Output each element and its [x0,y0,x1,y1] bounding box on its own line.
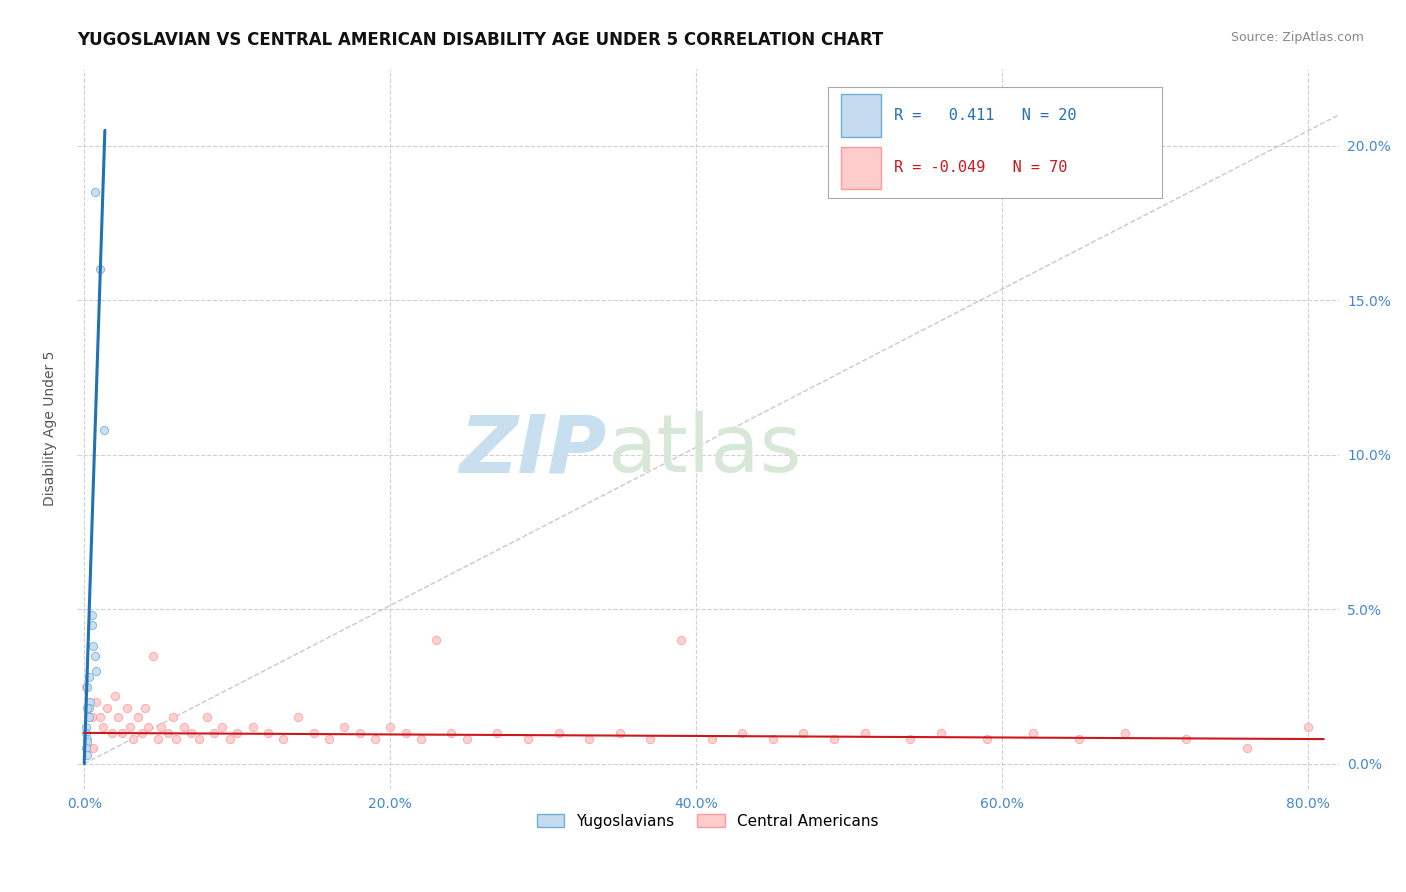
Point [195,710,218,724]
Point [111,726,134,740]
Point [547,726,569,740]
Legend: Yugoslavians, Central Americans: Yugoslavians, Central Americans [530,807,884,835]
Point [218,732,240,747]
Point [76,732,98,747]
Point [669,633,692,648]
Point [700,732,723,747]
Point [976,732,998,747]
Point [77,710,100,724]
Text: ZIP: ZIP [460,411,607,489]
Point [302,726,325,740]
Point [86,695,108,709]
Point [762,732,785,747]
Point [86,664,108,678]
Point [76,735,98,749]
Point [104,689,127,703]
Point [486,726,509,740]
Point [853,726,876,740]
Point [409,732,432,747]
Point [271,732,294,747]
Text: YUGOSLAVIAN VS CENTRAL AMERICAN DISABILITY AGE UNDER 5 CORRELATION CHART: YUGOSLAVIAN VS CENTRAL AMERICAN DISABILI… [77,31,883,49]
Point [188,732,211,747]
Point [162,710,184,724]
Point [440,726,463,740]
Point [349,726,371,740]
Point [578,732,600,747]
Point [318,732,340,747]
Point [640,732,662,747]
Point [364,732,387,747]
Point [75,726,97,740]
Point [823,732,845,747]
Point [122,732,145,747]
Point [77,670,100,684]
Point [256,726,278,740]
Y-axis label: Disability Age Under 5: Disability Age Under 5 [44,351,58,507]
Point [287,710,309,724]
Point [131,726,153,740]
Point [146,732,169,747]
Point [93,423,115,437]
Point [173,720,195,734]
Point [75,720,97,734]
Point [120,720,142,734]
Point [84,648,107,663]
Point [82,640,104,654]
Point [929,726,952,740]
Point [1067,732,1090,747]
Point [1022,726,1045,740]
Text: atlas: atlas [607,411,801,489]
Point [89,710,111,724]
Point [333,720,356,734]
Point [202,726,225,740]
Point [211,720,233,734]
Point [115,701,138,715]
Point [80,608,103,623]
Point [76,701,98,715]
Point [82,741,104,756]
Point [80,710,103,724]
Point [75,680,97,694]
Point [792,726,814,740]
Point [1236,741,1258,756]
Point [157,726,180,740]
Point [107,710,129,724]
Point [394,726,416,740]
Point [76,747,98,762]
Point [165,732,187,747]
Point [138,720,160,734]
Point [91,720,114,734]
Point [425,633,447,648]
Point [84,185,107,199]
Point [89,262,111,277]
Point [180,726,202,740]
Point [242,720,264,734]
Point [1114,726,1136,740]
Point [731,726,754,740]
Point [127,710,149,724]
Text: Source: ZipAtlas.com: Source: ZipAtlas.com [1230,31,1364,45]
Point [76,680,98,694]
Point [900,732,922,747]
Point [456,732,478,747]
Point [380,720,402,734]
Point [134,701,156,715]
Point [1296,720,1319,734]
Point [142,648,165,663]
Point [77,701,100,715]
Point [77,741,100,756]
Point [75,741,97,756]
Point [80,617,103,632]
Point [79,695,101,709]
Point [516,732,538,747]
Point [226,726,249,740]
Point [149,720,172,734]
Point [96,701,118,715]
Point [1174,732,1197,747]
Point [100,726,122,740]
Point [609,726,631,740]
